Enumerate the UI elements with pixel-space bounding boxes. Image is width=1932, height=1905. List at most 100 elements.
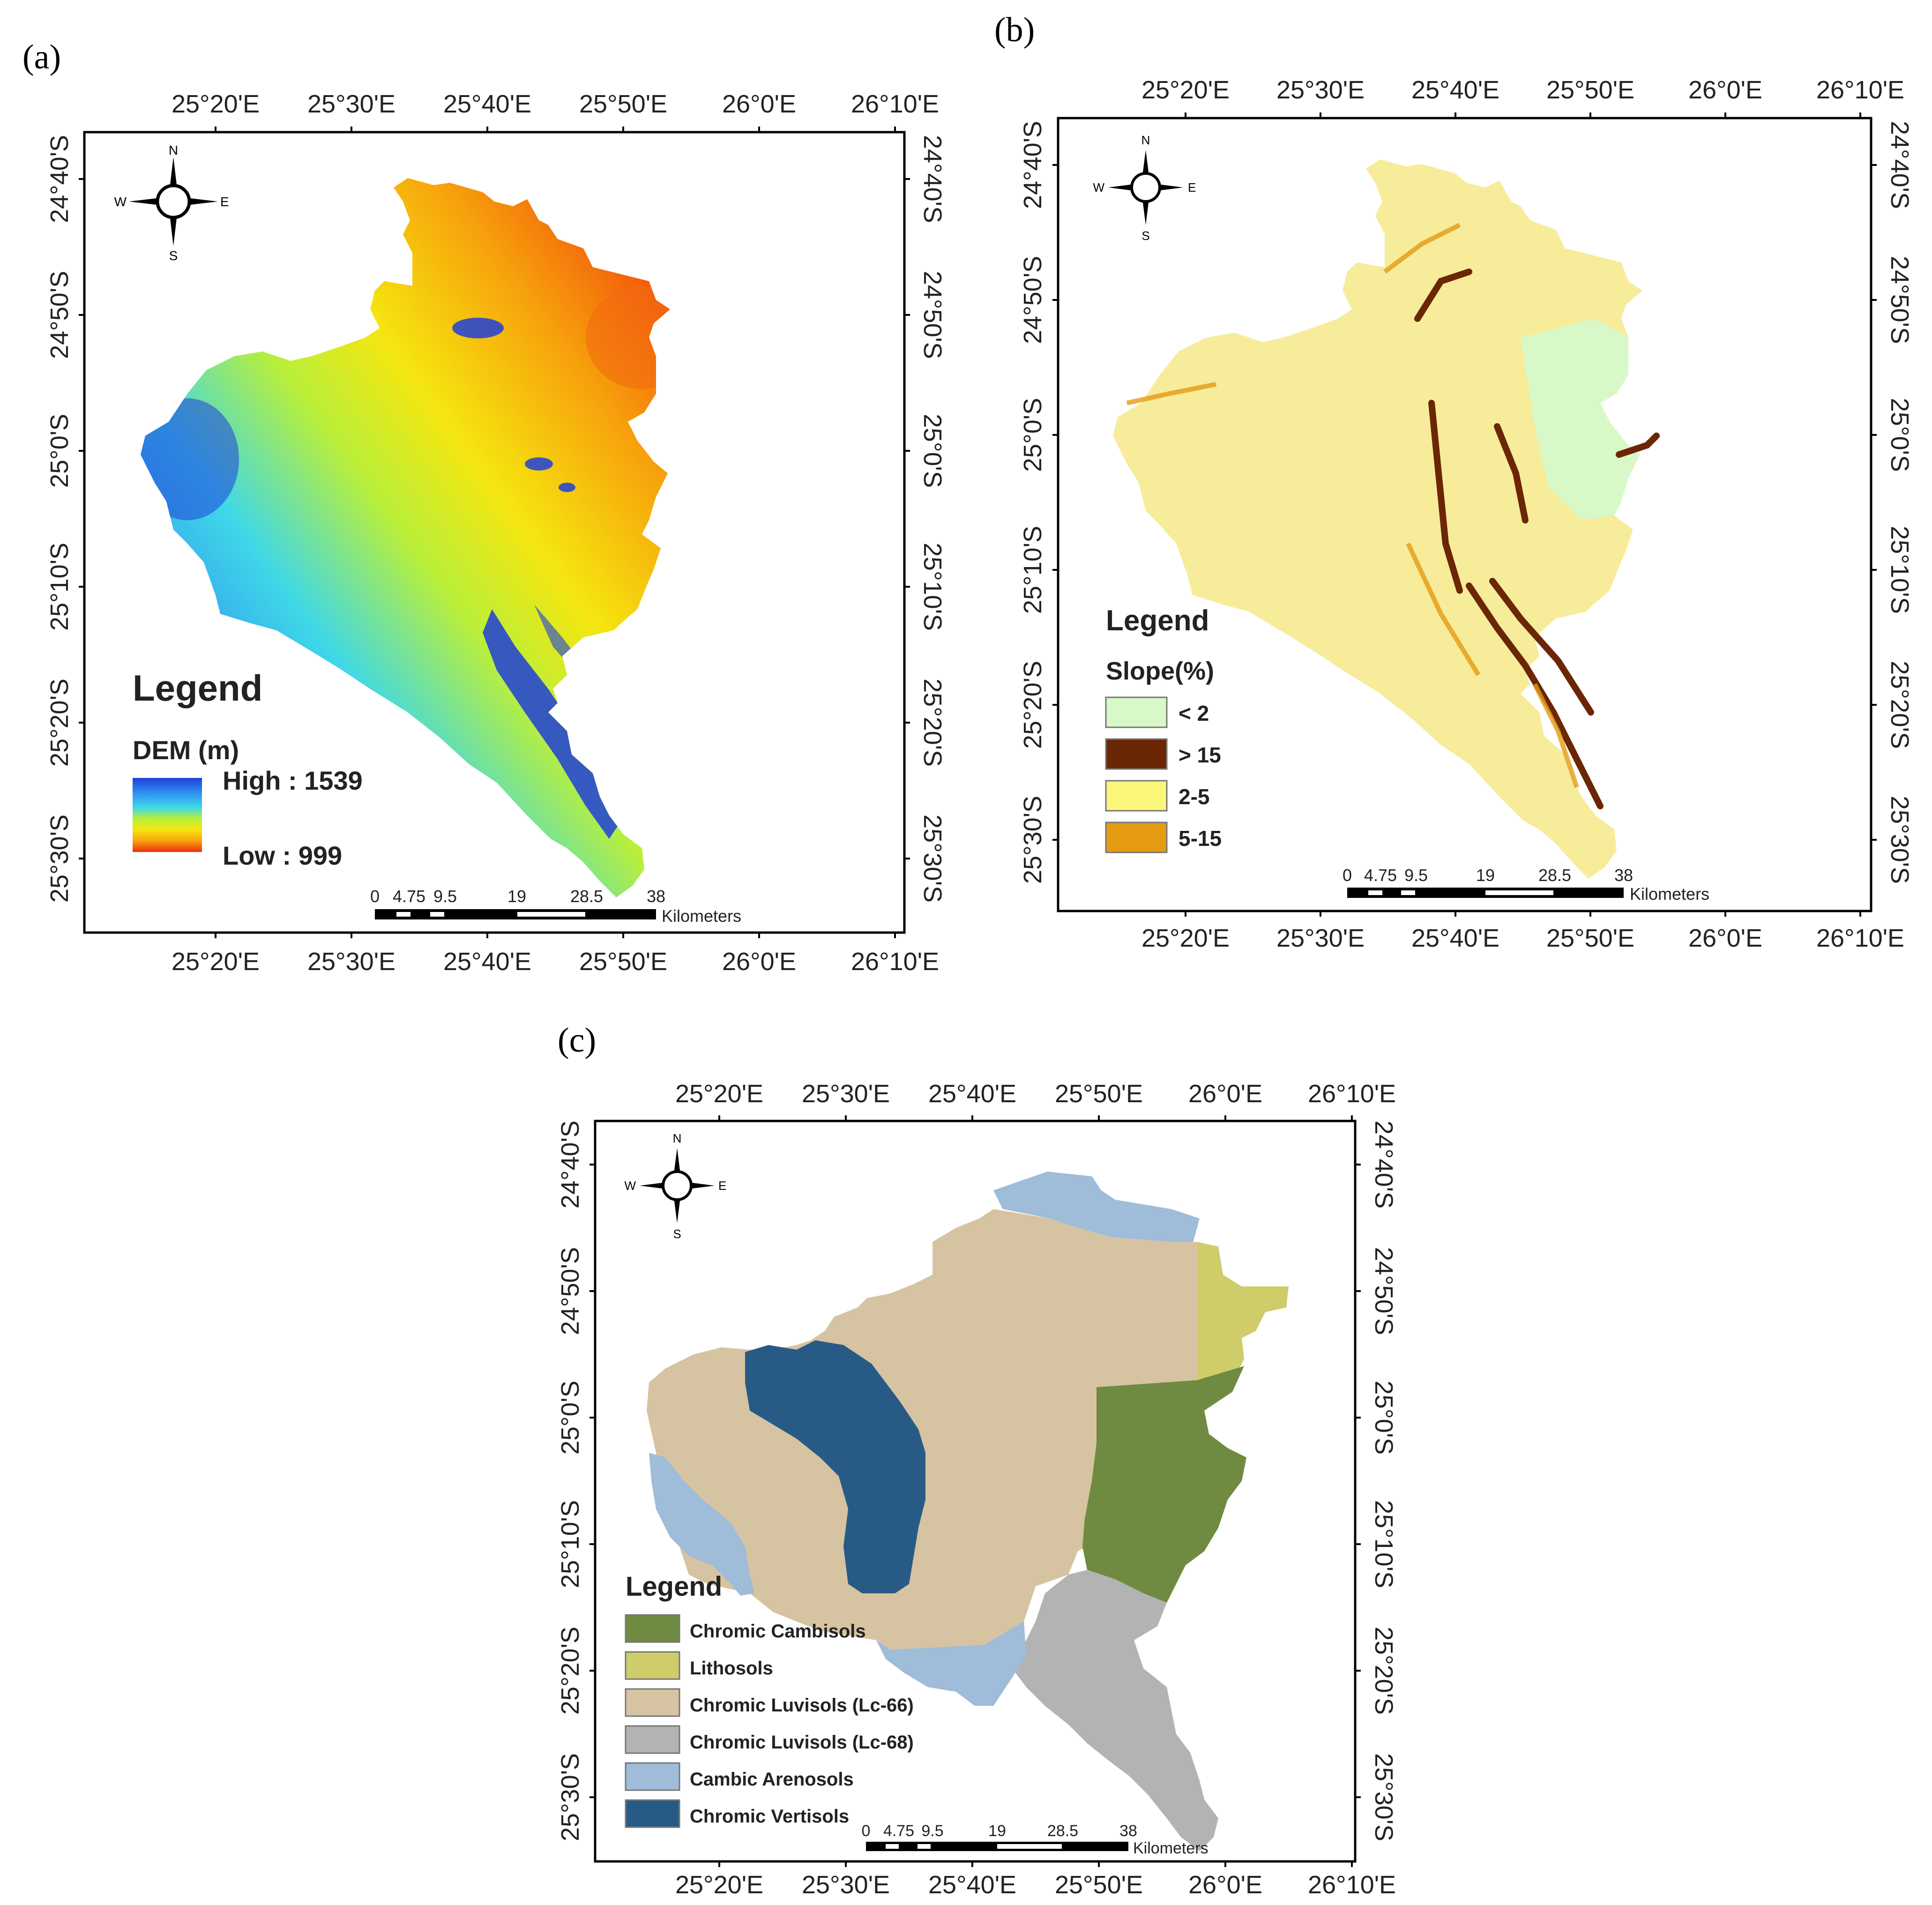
panel-c-legend-swatch-1 xyxy=(625,1614,680,1643)
panel-a-scalebar-tick-2: 4.75 xyxy=(393,887,425,906)
panel-b-lon-bottom-6: 26°10'E xyxy=(1816,924,1904,952)
panel-b-scalebar-tick-5: 28.5 xyxy=(1538,866,1571,885)
panel-b-letter: (b) xyxy=(994,11,1035,49)
panel-a-lat-right-1: 24°40'S xyxy=(918,135,947,223)
panel-a-lat-right-4: 25°10'S xyxy=(918,543,947,631)
panel-a-lon-bottom-4: 25°50'E xyxy=(579,948,667,976)
panel-b-scalebar-tick-6: 38 xyxy=(1614,866,1633,885)
panel-b-lat-right-2: 24°50'S xyxy=(1886,256,1914,344)
panel-a-scalebar-tick-1: 0 xyxy=(370,887,380,906)
panel-c-legend-swatch-2 xyxy=(625,1651,680,1680)
panel-a-lat-left-6: 25°30'S xyxy=(45,814,74,903)
panel-b-lon-top-2: 25°30'E xyxy=(1276,76,1365,104)
panel-a-legend-subtitle: DEM (m) xyxy=(133,735,239,765)
panel-a-lat-left-2: 24°50'S xyxy=(45,271,74,359)
panel-a-dem-map: 25°20'E 25°30'E 25°40'E 25°50'E 26°0'E 2… xyxy=(45,90,947,976)
panel-c-lon-bottom-2: 25°30'E xyxy=(802,1871,890,1899)
panel-c-legend-title: Legend xyxy=(626,1571,722,1602)
panel-b-frame xyxy=(1057,117,1872,912)
panel-b-legend-label-3: 2-5 xyxy=(1179,784,1209,809)
panel-b-lat-right-5: 25°20'S xyxy=(1886,661,1914,749)
panel-a-lon-bottom-2: 25°30'E xyxy=(307,948,395,976)
panel-b-compass-w: W xyxy=(1093,180,1104,194)
panel-b-lat-left-2: 24°50'S xyxy=(1019,256,1047,344)
panel-a-lat-right-5: 25°20'S xyxy=(918,679,947,767)
panel-b-lon-bottom-3: 25°40'E xyxy=(1411,924,1499,952)
panel-c-legend-label-2: Lithosols xyxy=(690,1658,773,1679)
panel-b-lat-left-6: 25°30'S xyxy=(1019,796,1047,884)
panel-a-compass-w: W xyxy=(114,194,127,209)
panel-b-legend-subtitle: Slope(%) xyxy=(1106,657,1214,685)
panel-c-lat-left-1: 24°40'S xyxy=(556,1121,584,1209)
panel-a-scalebar-unit: Kilometers xyxy=(662,906,741,926)
panel-a-lon-bottom-5: 26°0'E xyxy=(722,948,796,976)
panel-c-lon-bottom-3: 25°40'E xyxy=(928,1871,1016,1899)
panel-c-compass-e: E xyxy=(718,1179,726,1193)
panel-c-lat-right-6: 25°30'S xyxy=(1370,1753,1398,1841)
panel-c-lat-left-6: 25°30'S xyxy=(556,1753,584,1841)
panel-b-scalebar-tick-2: 4.75 xyxy=(1364,866,1397,885)
panel-b-lon-bottom-5: 26°0'E xyxy=(1688,924,1762,952)
panel-b-slope-map: 25°20'E 25°30'E 25°40'E 25°50'E 26°0'E 2… xyxy=(1019,76,1914,952)
panel-a-scalebar-tick-5: 28.5 xyxy=(570,887,603,906)
panel-b-lat-right-6: 25°30'S xyxy=(1886,796,1914,884)
panel-a-lon-top-5: 26°0'E xyxy=(722,90,796,118)
panel-a-lat-left-1: 24°40'S xyxy=(45,135,74,223)
panel-c-lat-right-4: 25°10'S xyxy=(1370,1500,1398,1588)
panel-a-frame xyxy=(83,131,906,934)
panel-c-lon-top-4: 25°50'E xyxy=(1055,1080,1143,1108)
panel-b-scalebar-tick-3: 9.5 xyxy=(1404,866,1428,885)
panel-b-lat-right-4: 25°10'S xyxy=(1886,526,1914,614)
panel-b-legend-swatch-4 xyxy=(1105,822,1168,853)
panel-a-lat-left-4: 25°10'S xyxy=(45,543,74,631)
panel-c-lat-left-3: 25°0'S xyxy=(556,1381,584,1455)
panel-a-legend: Legend DEM (m) High : 1539 Low : 999 xyxy=(133,667,363,870)
panel-b-compass-n: N xyxy=(1141,133,1150,147)
panel-b-scalebar: 0 4.75 9.5 19 28.5 38 Kilometers xyxy=(1343,866,1709,904)
panel-b-lon-top-3: 25°40'E xyxy=(1411,76,1499,104)
panel-a-lon-bottom-3: 25°40'E xyxy=(443,948,531,976)
panel-c-scalebar-tick-1: 0 xyxy=(862,1822,871,1840)
panel-c-legend-label-6: Chromic Vertisols xyxy=(690,1806,849,1827)
panel-b-compass-e: E xyxy=(1188,180,1196,194)
panel-c-compass-n: N xyxy=(673,1131,682,1145)
panel-b-legend-title: Legend xyxy=(1106,605,1209,637)
panel-c-lon-bottom-1: 25°20'E xyxy=(675,1871,763,1899)
panel-b-legend-swatch-3 xyxy=(1105,780,1168,812)
panel-b-lon-top-4: 25°50'E xyxy=(1546,76,1634,104)
panel-a-scalebar: 0 4.75 9.5 19 28.5 38 Kilometers xyxy=(370,887,741,926)
panel-a-legend-low: Low : 999 xyxy=(223,841,342,870)
panel-a-lon-top-2: 25°30'E xyxy=(307,90,395,118)
panel-a-legend-colorramp xyxy=(133,778,202,852)
panel-a-compass-e: E xyxy=(220,194,229,209)
panel-c-lon-top-1: 25°20'E xyxy=(675,1080,763,1108)
panel-a-lon-top-4: 25°50'E xyxy=(579,90,667,118)
panel-c-compass-icon: N S E W xyxy=(624,1131,726,1241)
panel-b-lat-right-1: 24°40'S xyxy=(1886,121,1914,209)
panel-c-compass-s: S xyxy=(673,1227,681,1241)
panel-c-legend-swatch-4 xyxy=(625,1725,680,1754)
panel-c-lat-right-5: 25°20'S xyxy=(1370,1627,1398,1715)
panel-b-legend-label-4: 5-15 xyxy=(1179,826,1222,851)
panel-a-lon-top-6: 26°10'E xyxy=(851,90,939,118)
panel-c-lon-top-6: 26°10'E xyxy=(1308,1080,1396,1108)
panel-a-lat-left-3: 25°0'S xyxy=(45,414,74,488)
panel-a-scalebar-tick-3: 9.5 xyxy=(433,887,457,906)
panel-b-legend-label-1: < 2 xyxy=(1179,701,1209,725)
panel-a-lat-right-2: 24°50'S xyxy=(918,271,947,359)
panel-c-lat-right-2: 24°50'S xyxy=(1370,1247,1398,1335)
panel-b-basin xyxy=(1113,159,1660,879)
panel-b-legend: Legend Slope(%) < 2 > 15 2-5 5-15 xyxy=(1105,605,1222,853)
panel-a-lat-right-3: 25°0'S xyxy=(918,414,947,488)
panel-c-legend-swatch-3 xyxy=(625,1688,680,1717)
panel-b-lon-bottom-1: 25°20'E xyxy=(1141,924,1230,952)
panel-b-scalebar-unit: Kilometers xyxy=(1630,884,1709,904)
panel-c-legend-label-3: Chromic Luvisols (Lc-66) xyxy=(690,1695,914,1716)
panel-c-lat-left-2: 24°50'S xyxy=(556,1247,584,1335)
panel-c-legend-label-5: Cambic Arenosols xyxy=(690,1769,854,1790)
panel-c-lon-bottom-4: 25°50'E xyxy=(1055,1871,1143,1899)
panel-a-letter: (a) xyxy=(22,38,61,76)
panel-c-lat-right-3: 25°0'S xyxy=(1370,1381,1398,1455)
panel-b-lat-left-3: 25°0'S xyxy=(1019,398,1047,472)
